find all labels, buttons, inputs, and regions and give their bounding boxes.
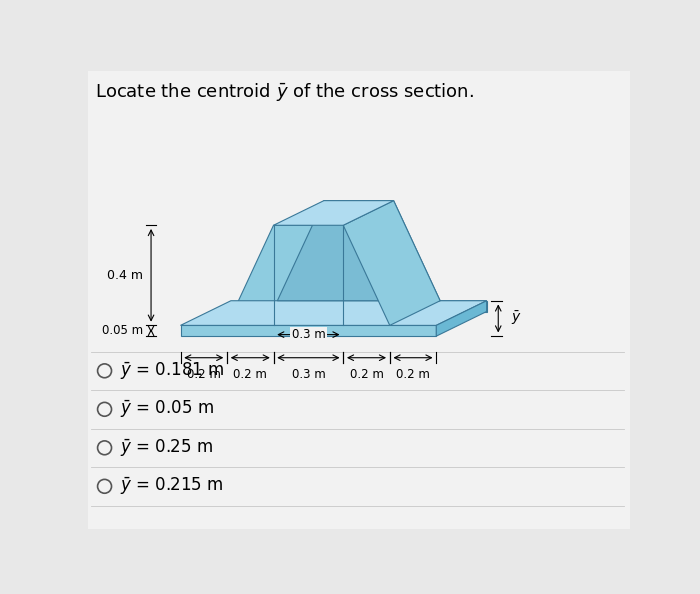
Text: $\bar{y}$ = 0.05 m: $\bar{y}$ = 0.05 m	[120, 399, 214, 420]
Text: 0.2 m: 0.2 m	[233, 368, 267, 381]
Polygon shape	[390, 301, 486, 326]
Text: 0.05 m: 0.05 m	[102, 324, 144, 337]
Polygon shape	[227, 225, 390, 326]
Polygon shape	[436, 301, 486, 336]
Polygon shape	[274, 201, 393, 225]
Text: $\bar{y}$ = 0.25 m: $\bar{y}$ = 0.25 m	[120, 437, 213, 459]
Text: 0.3 m: 0.3 m	[291, 368, 326, 381]
Text: Locate the centroid $\bar{y}$ of the cross section.: Locate the centroid $\bar{y}$ of the cro…	[95, 81, 475, 103]
Text: 0.2 m: 0.2 m	[396, 368, 430, 381]
Polygon shape	[181, 326, 436, 336]
Text: 0.2 m: 0.2 m	[349, 368, 384, 381]
Text: 0.4 m: 0.4 m	[107, 269, 144, 282]
Text: $\bar{y}$: $\bar{y}$	[512, 309, 522, 327]
Text: 0.2 m: 0.2 m	[187, 368, 220, 381]
Text: 0.3 m: 0.3 m	[291, 328, 326, 341]
Polygon shape	[277, 201, 440, 301]
Text: $\bar{y}$ = 0.215 m: $\bar{y}$ = 0.215 m	[120, 476, 223, 497]
Text: $\bar{y}$ = 0.181 m: $\bar{y}$ = 0.181 m	[120, 360, 225, 381]
Polygon shape	[231, 301, 486, 311]
Polygon shape	[343, 201, 440, 326]
Polygon shape	[181, 301, 486, 326]
